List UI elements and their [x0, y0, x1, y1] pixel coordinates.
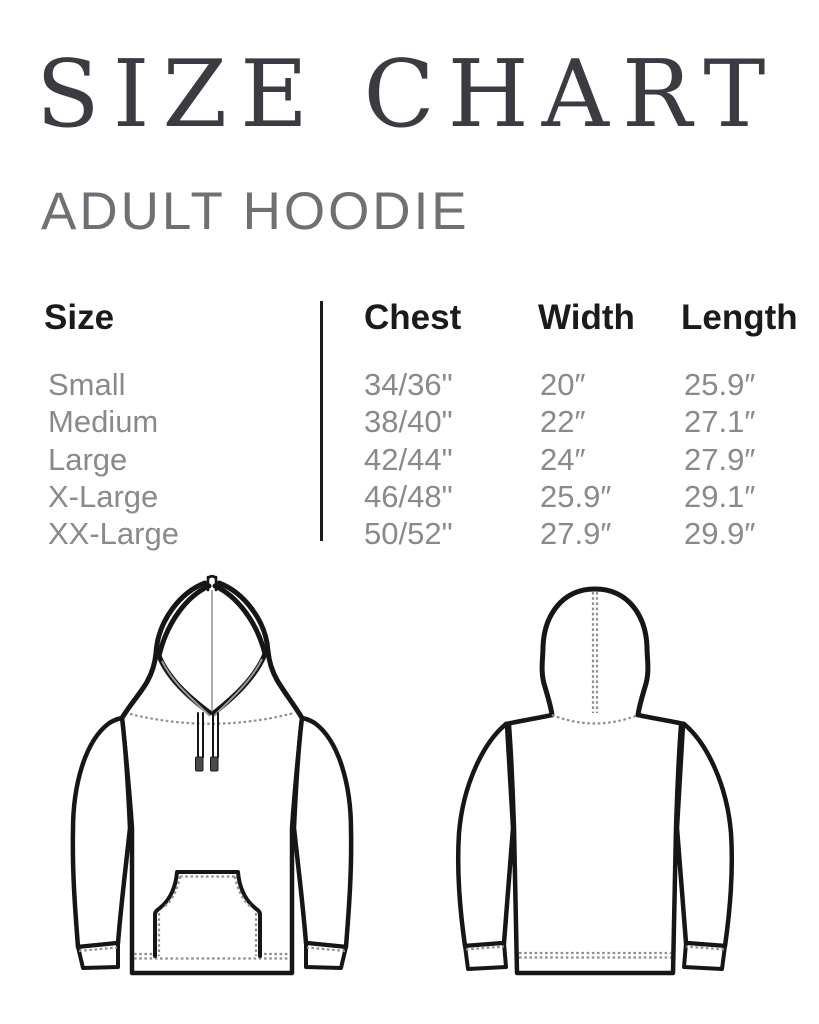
page-title: SIZE CHART	[36, 40, 779, 148]
table-row: Large 42/44" 24″ 27.9″	[0, 442, 819, 480]
page-subtitle: ADULT HOODIE	[41, 182, 470, 241]
hoodie-front-illustration	[70, 574, 354, 976]
column-header-chest: Chest	[364, 298, 462, 337]
table-row: X-Large 46/48" 25.9″ 29.1″	[0, 479, 819, 517]
cell-size: Medium	[48, 404, 159, 439]
cell-width: 27.9″	[540, 516, 612, 551]
cell-chest: 42/44"	[364, 442, 453, 477]
cell-length: 29.9″	[684, 516, 756, 551]
cell-size: Small	[48, 367, 126, 402]
table-row: Small 34/36" 20″ 25.9″	[0, 367, 819, 405]
cell-width: 22″	[540, 404, 586, 439]
cell-width: 20″	[540, 367, 586, 402]
table-row: Medium 38/40" 22″ 27.1″	[0, 404, 819, 442]
column-header-length: Length	[681, 298, 798, 337]
cell-chest: 34/36"	[364, 367, 453, 402]
column-header-size: Size	[44, 298, 115, 337]
cell-chest: 50/52"	[364, 516, 453, 551]
cell-width: 25.9″	[540, 479, 612, 514]
cell-width: 24″	[540, 442, 586, 477]
cell-size: X-Large	[48, 479, 159, 514]
column-header-width: Width	[538, 298, 635, 337]
cell-size: Large	[48, 442, 128, 477]
cell-length: 25.9″	[684, 367, 756, 402]
hoodie-back-illustration	[455, 586, 735, 976]
cell-length: 29.1″	[684, 479, 756, 514]
cell-chest: 38/40"	[364, 404, 453, 439]
table-divider-line	[320, 301, 323, 541]
cell-chest: 46/48"	[364, 479, 453, 514]
cell-length: 27.1″	[684, 404, 756, 439]
table-row: XX-Large 50/52" 27.9″ 29.9″	[0, 516, 819, 554]
cell-length: 27.9″	[684, 442, 756, 477]
cell-size: XX-Large	[48, 516, 179, 551]
